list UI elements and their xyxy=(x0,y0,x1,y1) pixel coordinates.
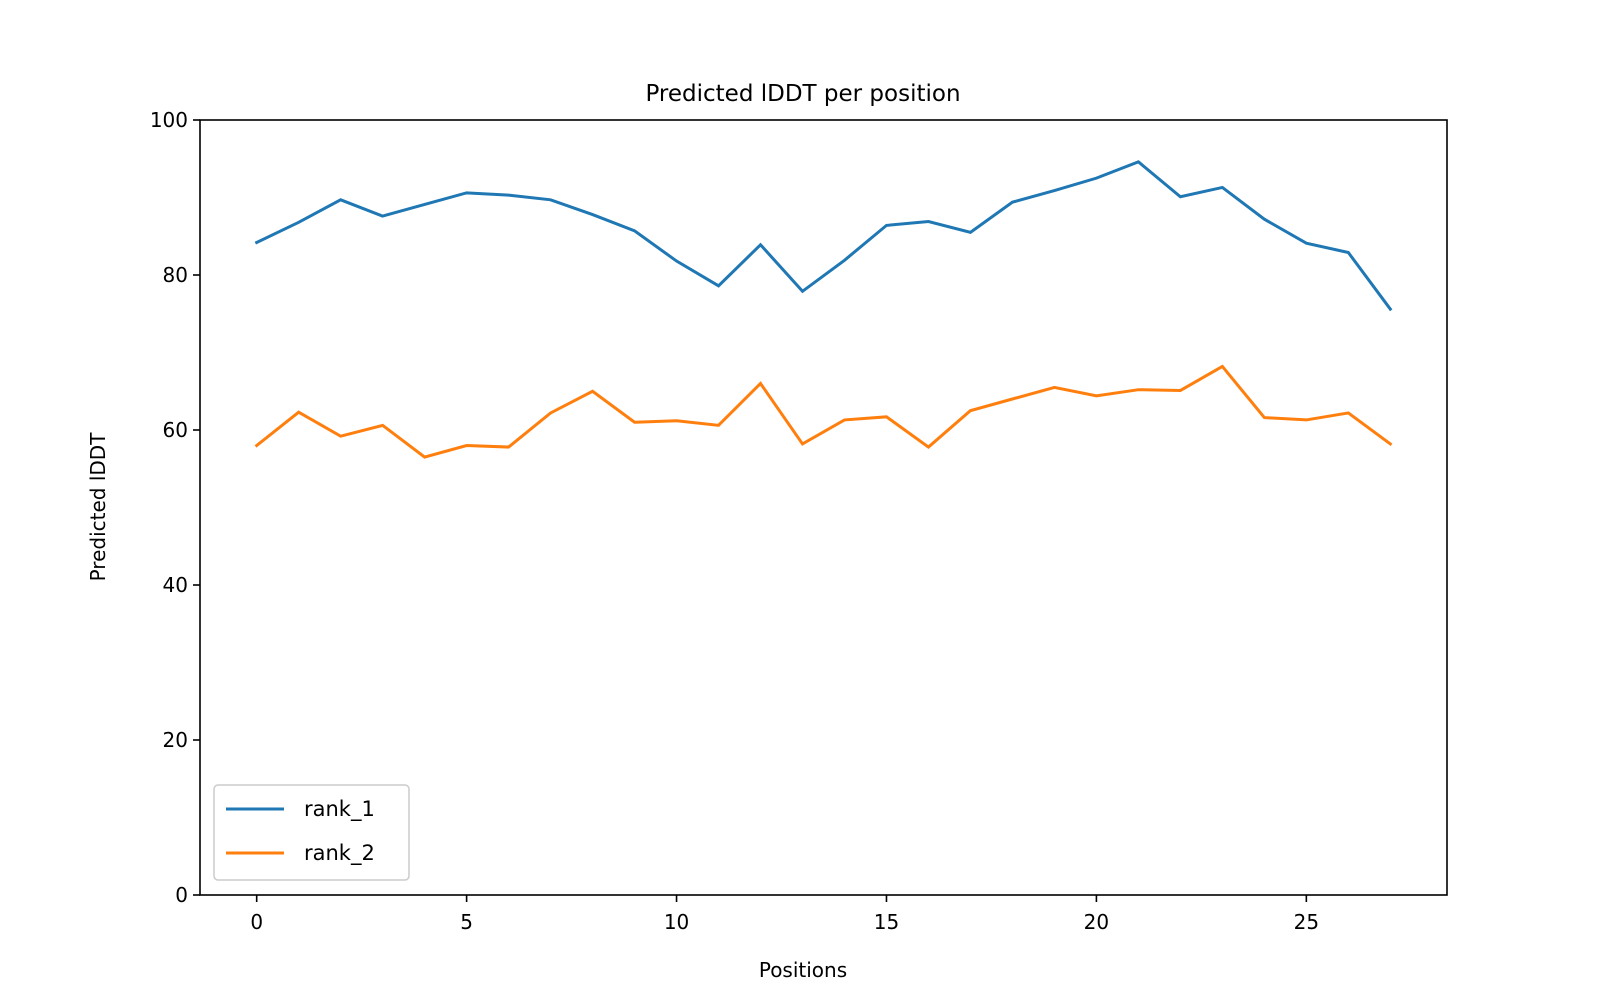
x-tick-label: 15 xyxy=(874,910,899,934)
x-tick-label: 25 xyxy=(1294,910,1319,934)
y-tick-label: 0 xyxy=(175,883,188,907)
series-line-rank_1 xyxy=(254,160,1393,312)
axes-frame xyxy=(199,119,1448,896)
x-axis-label: Positions xyxy=(759,958,847,982)
chart-title: Predicted lDDT per position xyxy=(645,81,960,107)
legend: rank_1 rank_2 xyxy=(213,784,410,881)
y-axis-label: Predicted lDDT xyxy=(86,432,110,582)
legend-label: rank_1 xyxy=(304,797,375,822)
legend-label: rank_2 xyxy=(304,841,375,866)
x-tick-label: 20 xyxy=(1084,910,1109,934)
y-tick-label: 20 xyxy=(163,728,188,752)
y-tick-label: 100 xyxy=(150,108,188,132)
y-tick-label: 40 xyxy=(163,573,188,597)
series-line-rank_2 xyxy=(254,364,1393,459)
axes-layer: 0 5 10 15 20 25 0 20 40 60 80 100 xyxy=(150,108,1448,934)
x-tick-label: 0 xyxy=(250,910,263,934)
y-tick-label: 60 xyxy=(163,418,188,442)
y-tick-label: 80 xyxy=(163,263,188,287)
x-tick-label: 5 xyxy=(460,910,473,934)
x-tick-label: 10 xyxy=(664,910,689,934)
series-layer xyxy=(254,160,1393,459)
